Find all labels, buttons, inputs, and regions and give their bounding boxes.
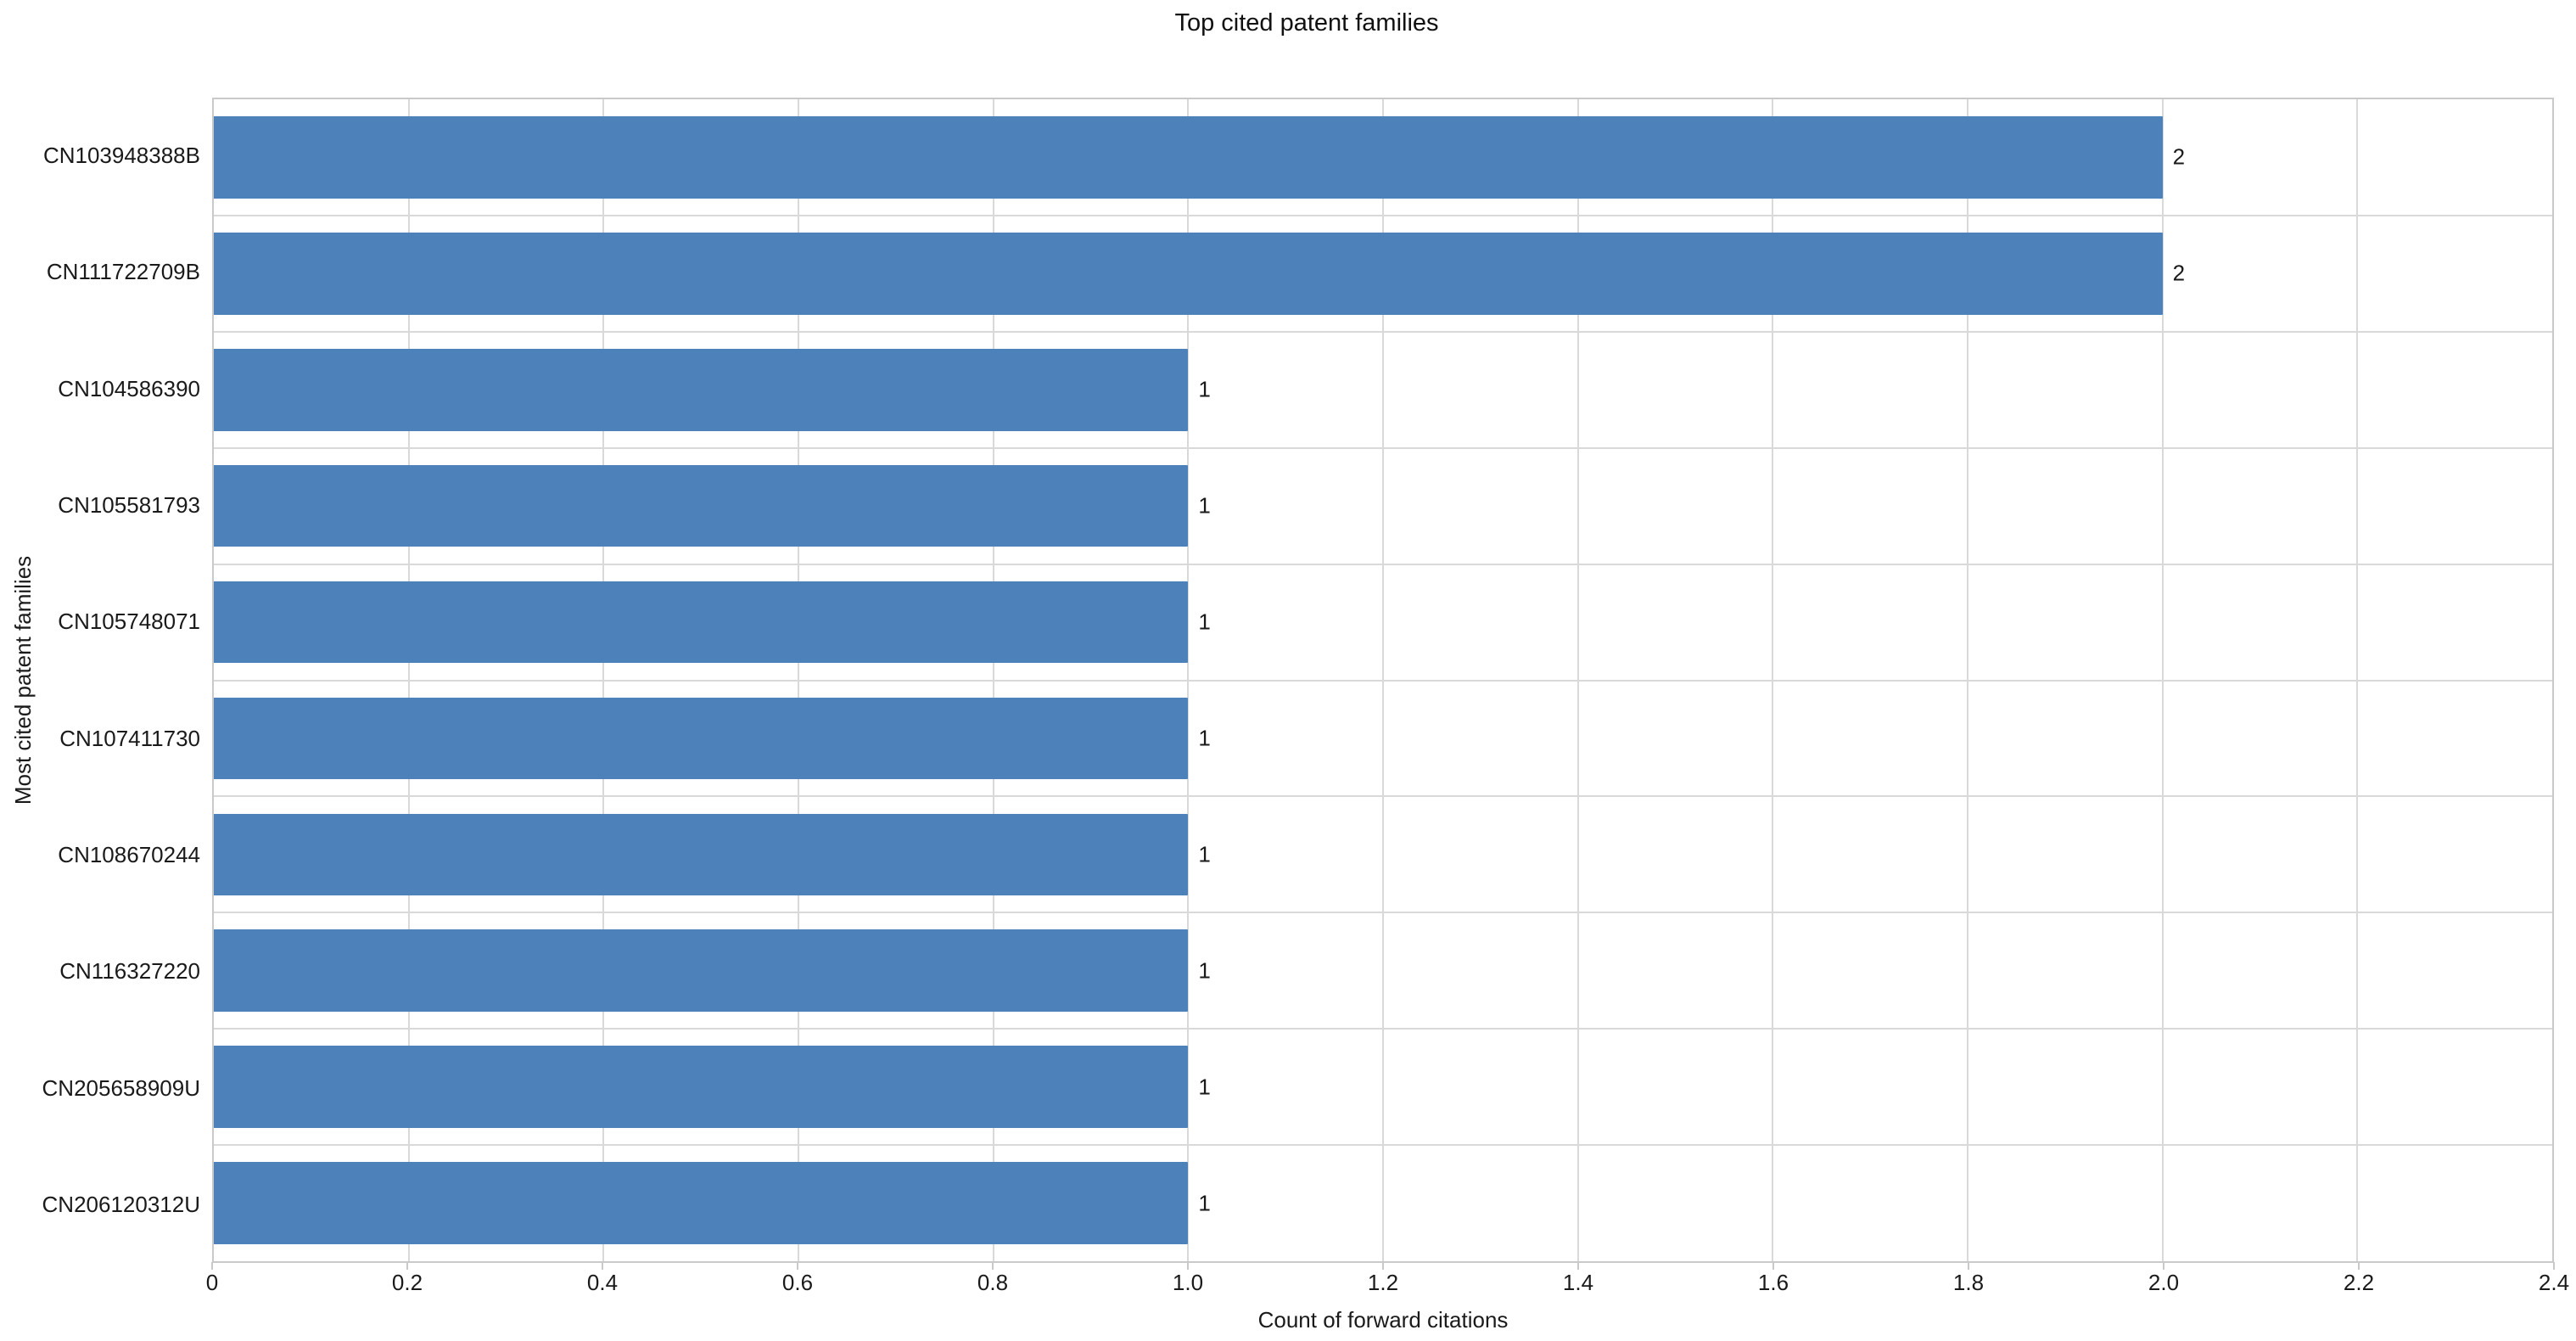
bar-row: 1 [214, 796, 2552, 912]
bar-row: 2 [214, 216, 2552, 332]
bar-row: 1 [214, 332, 2552, 448]
bar-value-label: 1 [1198, 841, 1211, 867]
bar [214, 929, 1189, 1013]
x-tick-label: 1.8 [1952, 1270, 1985, 1295]
row-separator-gridline [214, 563, 2552, 565]
bar-value-label: 2 [2172, 143, 2186, 170]
bar [214, 464, 1189, 547]
row-separator-gridline [214, 214, 2552, 216]
x-tick-label: 2.0 [2148, 1270, 2180, 1295]
row-separator-gridline [214, 679, 2552, 682]
x-tick-label: 0.8 [977, 1270, 1009, 1295]
x-axis-tick-labels: 0 0.2 0.4 0.6 0.8 1.0 1.2 1.4 1.6 1.8 2.0 2.2 2.4 [206, 1270, 2569, 1299]
bar [214, 697, 1189, 780]
x-tick-label: 1.4 [1562, 1270, 1594, 1295]
x-tick-mark [2163, 1262, 2164, 1270]
x-tick-mark [2553, 1262, 2555, 1270]
category-label: CN116327220 [59, 958, 200, 985]
row-separator-gridline [214, 1144, 2552, 1147]
x-tick-mark [1968, 1262, 1969, 1270]
category-label: CN105581793 [58, 492, 200, 519]
x-tick-label: 1.6 [1757, 1270, 1789, 1295]
category-label: CN104586390 [58, 375, 200, 401]
bar-row: 1 [214, 1029, 2552, 1145]
plot-area: 2 2 1 1 1 1 1 1 1 1 [212, 98, 2554, 1263]
category-label: CN206120312U [42, 1191, 200, 1217]
x-tick-mark [2358, 1262, 2360, 1270]
category-label: CN111722709B [46, 259, 200, 285]
bar [214, 1162, 1189, 1244]
bar-value-label: 1 [1198, 376, 1211, 402]
bar-row: 2 [214, 99, 2552, 216]
y-axis-category-labels: CN103948388B CN111722709B CN104586390 CN105… [0, 98, 200, 1263]
bar [214, 348, 1189, 431]
x-tick-mark [602, 1262, 603, 1270]
bar-row: 1 [214, 564, 2552, 681]
bar-row: 1 [214, 448, 2552, 564]
chart-title: Top cited patent families [1174, 9, 1439, 36]
row-separator-gridline [214, 446, 2552, 449]
row-separator-gridline [214, 912, 2552, 914]
bar [214, 116, 2163, 199]
x-tick-label: 0.4 [586, 1270, 619, 1295]
bar-row: 1 [214, 1145, 2552, 1261]
category-label: CN205658909U [42, 1074, 200, 1101]
x-tick-label: 0.2 [391, 1270, 423, 1295]
x-tick-label: 1.0 [1172, 1270, 1204, 1295]
x-tick-label: 1.2 [1367, 1270, 1399, 1295]
x-tick-label: 2.2 [2343, 1270, 2375, 1295]
x-tick-label: 2.4 [2538, 1270, 2570, 1295]
x-tick-label: 0.6 [781, 1270, 814, 1295]
category-label: CN105748071 [58, 609, 200, 635]
x-tick-mark [406, 1262, 408, 1270]
category-label: CN103948388B [42, 143, 200, 169]
bar-value-label: 1 [1198, 1190, 1211, 1216]
x-tick-mark [211, 1262, 213, 1270]
bar-value-label: 1 [1198, 609, 1211, 635]
bar-row: 1 [214, 681, 2552, 797]
x-tick-mark [1382, 1262, 1384, 1270]
category-label: CN107411730 [59, 725, 200, 751]
row-separator-gridline [214, 1028, 2552, 1030]
x-tick-mark [1187, 1262, 1189, 1270]
bar-value-label: 1 [1198, 1074, 1211, 1100]
x-axis-tick-marks [211, 1262, 2555, 1270]
x-tick-mark [1577, 1262, 1579, 1270]
bar [214, 813, 1189, 896]
bar [214, 581, 1189, 664]
bar-value-label: 1 [1198, 725, 1211, 751]
bar-value-label: 1 [1198, 492, 1211, 519]
x-tick-mark [992, 1262, 994, 1270]
x-axis-title: Count of forward citations [1257, 1307, 1509, 1333]
bar-row: 1 [214, 912, 2552, 1029]
bar-value-label: 1 [1198, 957, 1211, 984]
category-label: CN108670244 [58, 841, 200, 867]
bar-value-label: 2 [2172, 260, 2186, 286]
row-separator-gridline [214, 330, 2552, 333]
x-tick-label: 0 [205, 1270, 219, 1295]
x-tick-mark [1772, 1262, 1774, 1270]
bar [214, 233, 2163, 315]
x-tick-mark [797, 1262, 798, 1270]
bar [214, 1046, 1189, 1128]
row-separator-gridline [214, 795, 2552, 798]
